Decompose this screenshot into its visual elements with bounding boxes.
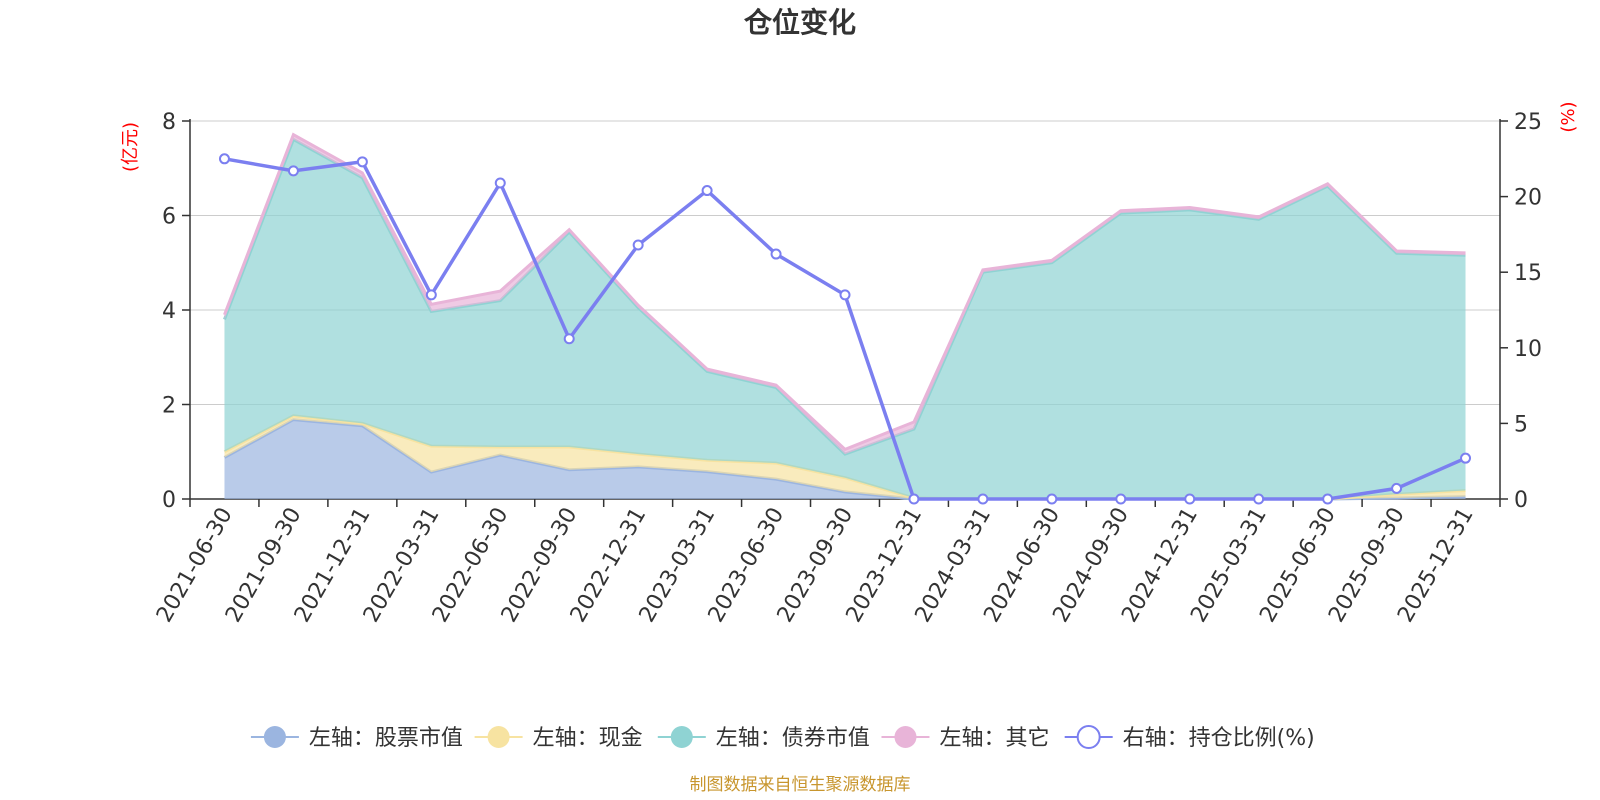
ratio-point — [701, 185, 713, 197]
legend-label-3: 左轴：债券市值 — [716, 726, 870, 751]
right-axis-unit: (%) — [1558, 101, 1579, 132]
right-axis-tick-label: 10 — [1514, 337, 1542, 362]
legend-marker-1 — [263, 726, 286, 748]
ratio-point — [770, 248, 782, 260]
legend-label-4: 左轴：其它 — [939, 726, 1049, 751]
chart-title: 仓位变化 — [744, 6, 856, 39]
ratio-point — [563, 333, 575, 345]
left-axis-tick-label: 6 — [162, 205, 176, 230]
ratio-point — [287, 165, 299, 177]
legend: 左轴：股票市值 左轴：现金 左轴：债券市值 左轴：其它 右轴：持仓比例(%) — [250, 725, 1315, 751]
ratio-point — [494, 177, 506, 189]
left-axis-tick-label: 4 — [162, 299, 176, 324]
right-axis-tick-label: 0 — [1514, 488, 1528, 513]
ratio-point — [356, 156, 368, 168]
data-source-note: 制图数据来自恒生聚源数据库 — [690, 775, 911, 795]
legend-label-5: 右轴：持仓比例(%) — [1123, 726, 1315, 751]
legend-label-1: 左轴：股票市值 — [309, 726, 463, 751]
ratio-point — [908, 493, 920, 505]
right-axis-tick-label: 25 — [1514, 110, 1542, 135]
ratio-point — [977, 493, 989, 505]
left-axis-unit: (亿元) — [120, 122, 141, 172]
ratio-point — [425, 289, 437, 301]
area-series-1 — [224, 419, 1466, 499]
ratio-point — [1046, 493, 1058, 505]
stacked-areas — [223, 132, 1466, 501]
area-series-2 — [224, 415, 1466, 499]
legend-marker-4 — [894, 726, 917, 748]
area-series-3 — [224, 139, 1466, 500]
ratio-point — [632, 239, 644, 251]
left-axis-tick-label: 2 — [162, 394, 176, 419]
area-series-4-edge — [223, 132, 1466, 452]
ratio-point — [218, 153, 230, 165]
legend-label-2: 左轴：现金 — [533, 726, 643, 751]
right-axis-tick-label: 15 — [1514, 261, 1542, 286]
ratio-point — [1184, 493, 1196, 505]
ratio-point — [1391, 482, 1403, 494]
left-axis-tick-label: 0 — [162, 488, 176, 513]
right-axis-tick-label: 20 — [1514, 186, 1542, 211]
legend-marker-2 — [487, 726, 510, 748]
legend-marker-3 — [670, 726, 693, 748]
ratio-point — [1322, 493, 1334, 505]
ratio-point — [1253, 493, 1265, 505]
left-axis-tick-label: 8 — [162, 110, 176, 135]
legend-marker-5 — [1076, 725, 1101, 749]
ratio-line-layer — [218, 153, 1472, 505]
ratio-point — [839, 289, 851, 301]
right-axis-tick-label: 5 — [1514, 412, 1528, 437]
ratio-point — [1460, 452, 1472, 464]
ratio-point — [1115, 493, 1127, 505]
